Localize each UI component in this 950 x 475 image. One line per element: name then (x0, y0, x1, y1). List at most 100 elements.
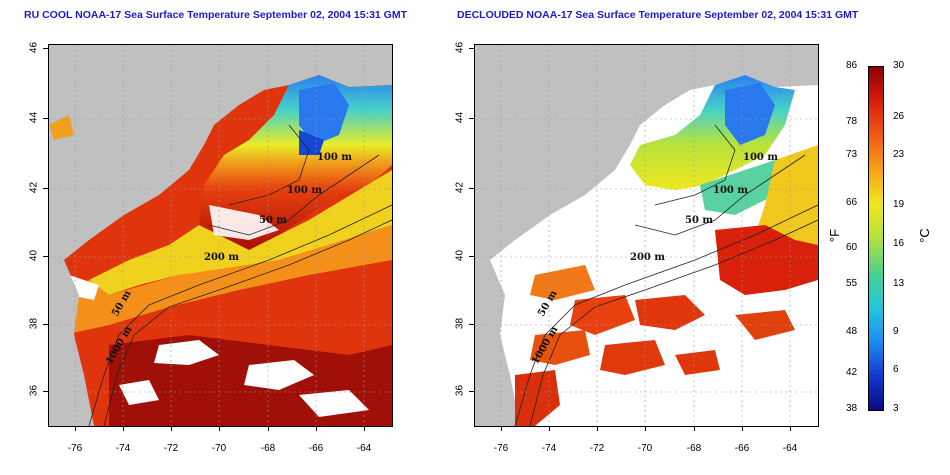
right-map-title: DECLOUDED NOAA-17 Sea Surface Temperatur… (457, 9, 859, 21)
fahrenheit-tick-label: 60 (846, 241, 858, 253)
latitude-tick (469, 256, 474, 257)
latitude-tick (469, 391, 474, 392)
cloud-patch (209, 205, 279, 240)
latitude-tick-label: 36 (454, 384, 466, 397)
contour-label: 200 m (204, 252, 239, 263)
celsius-tick-label: 30 (893, 60, 905, 71)
celsius-unit-label: °C (916, 228, 932, 243)
land-region (49, 45, 392, 270)
land-region (475, 45, 818, 270)
longitude-tick (501, 426, 502, 431)
latitude-tick-label: 38 (454, 317, 466, 330)
latitude-tick (43, 324, 48, 325)
contour-label: 100 m (287, 185, 322, 196)
longitude-tick-label: -70 (637, 443, 653, 454)
longitude-tick (316, 426, 317, 431)
declouded-sst-map[interactable]: 100 m 100 m 50 m 200 m 50 m 1000 m (474, 44, 819, 427)
isobath-1000m (103, 219, 392, 426)
latitude-tick (43, 48, 48, 49)
longitude-tick-label: -64 (356, 443, 372, 454)
isobath-100m (208, 154, 380, 236)
fahrenheit-tick-label: 38 (846, 403, 858, 414)
celsius-tick-label: 6 (893, 363, 899, 375)
celsius-tick-label: 3 (893, 403, 899, 414)
longitude-tick (123, 426, 124, 431)
celsius-tick-label: 13 (893, 277, 905, 289)
longitude-tick (742, 426, 743, 431)
longitude-tick-label: -72 (163, 443, 179, 454)
longitude-tick (597, 426, 598, 431)
fahrenheit-tick-label: 66 (846, 197, 858, 209)
graticule (475, 45, 818, 426)
celsius-tick-label: 23 (893, 149, 905, 161)
longitude-tick-label: -68 (260, 443, 276, 454)
latitude-tick-label: 42 (454, 181, 466, 194)
fahrenheit-unit-label: °F (827, 228, 843, 243)
cold-water-core (725, 83, 775, 145)
graticule (49, 45, 392, 426)
longitude-tick (790, 426, 791, 431)
contour-label: 50 m (685, 215, 713, 226)
latitude-tick (469, 118, 474, 119)
latitude-tick-label: 36 (28, 384, 40, 397)
fahrenheit-tick-label: 55 (846, 277, 858, 289)
latitude-tick (43, 391, 48, 392)
contour-label: 100 m (713, 185, 748, 196)
contour-label: 100 m (317, 152, 352, 163)
latitude-tick (469, 48, 474, 49)
longitude-tick-label: -70 (211, 443, 227, 454)
latitude-tick-label: 38 (28, 317, 40, 330)
longitude-tick-label: -66 (308, 443, 324, 454)
longitude-tick (171, 426, 172, 431)
longitude-tick-label: -64 (782, 443, 798, 454)
temperature-colorbar (868, 66, 884, 411)
contour-label: 100 m (743, 152, 778, 163)
celsius-tick-label: 26 (893, 110, 905, 122)
left-map-title: RU COOL NOAA-17 Sea Surface Temperature … (24, 9, 408, 21)
latitude-tick (43, 118, 48, 119)
latitude-tick (43, 256, 48, 257)
contour-label: 50 m (259, 215, 287, 226)
fahrenheit-tick-label: 48 (846, 325, 858, 337)
isobath-100m (634, 154, 806, 236)
longitude-tick (694, 426, 695, 431)
longitude-tick-label: -72 (589, 443, 605, 454)
longitude-tick-label: -76 (493, 443, 509, 454)
celsius-tick-label: 19 (893, 198, 905, 210)
longitude-tick (268, 426, 269, 431)
longitude-tick (364, 426, 365, 431)
fahrenheit-tick-label: 78 (846, 115, 858, 127)
latitude-tick-label: 46 (28, 41, 40, 54)
isobath-1000m (529, 219, 818, 426)
fahrenheit-tick-label: 42 (846, 366, 858, 378)
latitude-tick (469, 324, 474, 325)
longitude-tick-label: -74 (541, 443, 557, 454)
longitude-tick-label: -68 (686, 443, 702, 454)
latitude-tick-label: 44 (28, 111, 40, 124)
isobath-200m (88, 204, 392, 426)
latitude-tick-label: 42 (28, 181, 40, 194)
latitude-tick (43, 188, 48, 189)
latitude-tick-label: 46 (454, 41, 466, 54)
cold-water-core (299, 83, 349, 145)
raw-sst-map-canvas: 100 m 100 m 50 m 200 m 50 m 1000 m (49, 45, 392, 426)
declouded-sst-map-canvas: 100 m 100 m 50 m 200 m 50 m 1000 m (475, 45, 818, 426)
latitude-tick-label: 40 (454, 249, 466, 262)
raw-sst-map[interactable]: 100 m 100 m 50 m 200 m 50 m 1000 m (48, 44, 393, 427)
celsius-tick-label: 9 (893, 325, 899, 337)
contour-label: 200 m (630, 252, 665, 263)
celsius-tick-label: 16 (893, 238, 905, 250)
fahrenheit-tick-label: 86 (846, 60, 858, 71)
longitude-tick (645, 426, 646, 431)
longitude-tick-label: -74 (115, 443, 131, 454)
latitude-tick (469, 188, 474, 189)
longitude-tick-label: -76 (67, 443, 83, 454)
latitude-tick-label: 44 (454, 111, 466, 124)
longitude-tick (549, 426, 550, 431)
longitude-tick-label: -66 (734, 443, 750, 454)
isobath-200m (514, 204, 818, 426)
fahrenheit-tick-label: 73 (846, 149, 858, 161)
latitude-tick-label: 40 (28, 249, 40, 262)
longitude-tick (75, 426, 76, 431)
longitude-tick (219, 426, 220, 431)
